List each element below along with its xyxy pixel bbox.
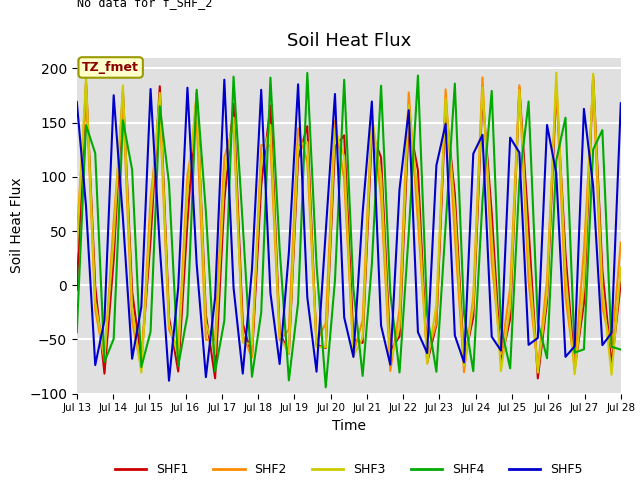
SHF1 (257, 182, 265, 188)
SHF3 (552, 70, 560, 75)
SHF1 (589, 73, 597, 79)
SHF4 (230, 74, 237, 80)
SHF3 (230, 115, 237, 120)
SHF4 (303, 70, 311, 76)
SHF2 (479, 74, 486, 80)
SHF1 (165, 314, 173, 320)
SHF4 (248, 374, 256, 380)
SHF1 (230, 101, 237, 107)
SHF5 (165, 378, 173, 384)
SHF2 (248, 355, 256, 360)
SHF2 (617, 240, 625, 245)
SHF5 (248, 266, 256, 272)
SHF5 (230, 285, 237, 290)
SHF5 (73, 99, 81, 105)
SHF5 (267, 290, 275, 296)
SHF3 (617, 264, 625, 270)
SHF1 (414, 168, 422, 173)
SHF5 (221, 77, 228, 83)
SHF4 (433, 369, 440, 375)
SHF4 (211, 369, 219, 374)
SHF5 (276, 361, 284, 367)
SHF2 (73, 233, 81, 239)
Title: Soil Heat Flux: Soil Heat Flux (287, 33, 411, 50)
SHF3 (165, 321, 173, 327)
Line: SHF2: SHF2 (77, 77, 621, 372)
SHF4 (322, 384, 330, 390)
SHF3 (257, 160, 265, 166)
SHF4 (257, 310, 265, 315)
SHF2 (230, 122, 237, 128)
X-axis label: Time: Time (332, 419, 366, 433)
Text: TZ_fmet: TZ_fmet (82, 61, 139, 74)
SHF5 (174, 285, 182, 290)
SHF1 (248, 353, 256, 359)
SHF2 (211, 336, 219, 342)
Line: SHF3: SHF3 (77, 72, 621, 375)
SHF4 (165, 180, 173, 186)
SHF1 (534, 375, 541, 381)
SHF3 (414, 194, 422, 200)
SHF4 (73, 329, 81, 335)
Legend: SHF1, SHF2, SHF3, SHF4, SHF5: SHF1, SHF2, SHF3, SHF4, SHF5 (109, 458, 588, 480)
Line: SHF4: SHF4 (77, 73, 621, 387)
Line: SHF1: SHF1 (77, 76, 621, 378)
Text: No data for f_SHF_1
No data for f_SHF_2: No data for f_SHF_1 No data for f_SHF_2 (77, 0, 212, 9)
SHF1 (73, 287, 81, 293)
SHF1 (617, 280, 625, 286)
SHF2 (165, 327, 173, 333)
SHF3 (248, 341, 256, 347)
SHF3 (608, 372, 616, 378)
SHF4 (617, 347, 625, 352)
SHF5 (617, 100, 625, 106)
SHF3 (211, 351, 219, 357)
SHF1 (211, 375, 219, 381)
SHF2 (414, 219, 422, 225)
Line: SHF5: SHF5 (77, 80, 621, 381)
Y-axis label: Soil Heat Flux: Soil Heat Flux (10, 178, 24, 274)
SHF3 (73, 249, 81, 254)
SHF2 (460, 369, 468, 375)
SHF2 (257, 142, 265, 148)
SHF5 (433, 163, 440, 168)
